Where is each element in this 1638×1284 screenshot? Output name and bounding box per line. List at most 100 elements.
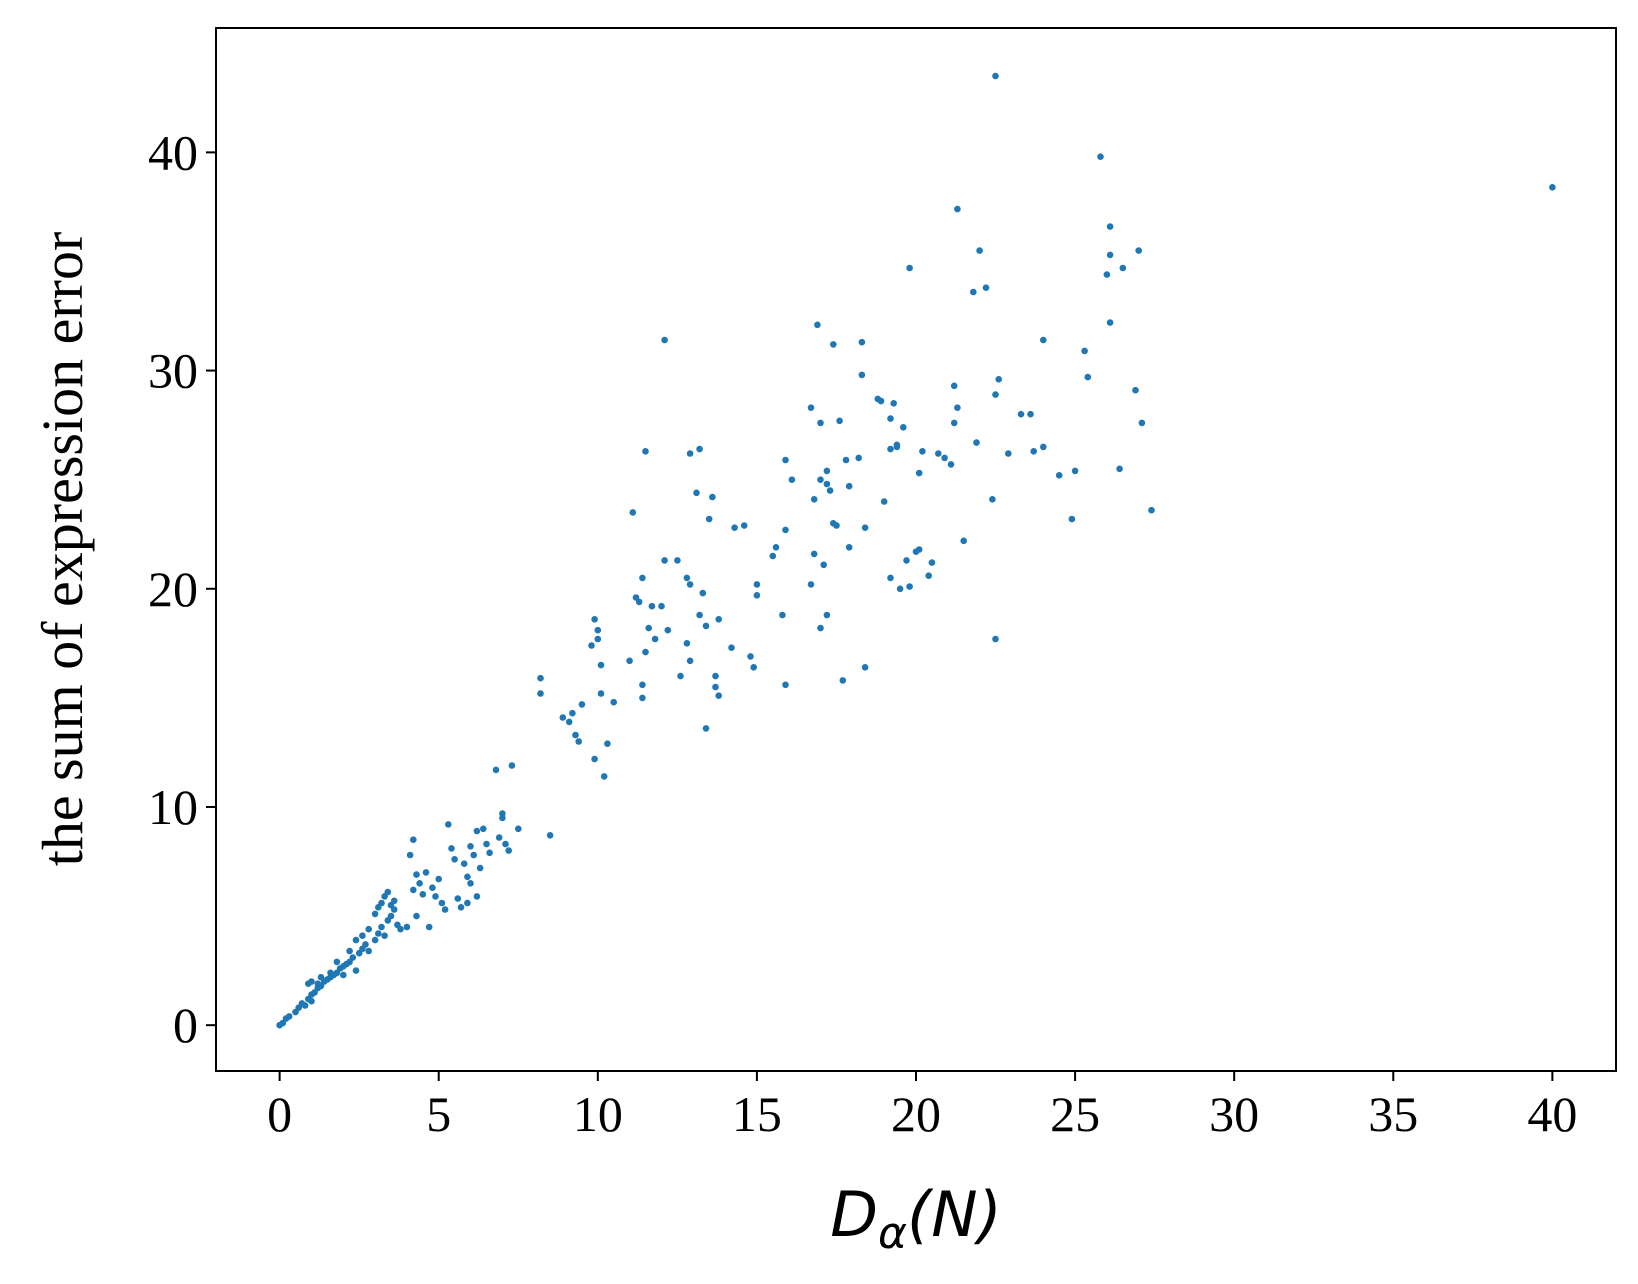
data-point — [807, 581, 815, 588]
data-point — [483, 840, 490, 848]
data-point — [508, 762, 516, 769]
x-tick-label: 20 — [891, 1086, 941, 1142]
data-point — [371, 936, 379, 944]
data-point — [674, 557, 681, 564]
data-point — [788, 476, 796, 484]
data-point — [390, 897, 398, 905]
data-point — [890, 400, 897, 407]
data-point — [569, 709, 576, 717]
data-point — [594, 635, 602, 643]
y-axis-label: the sum of expression error — [30, 232, 95, 867]
data-point — [810, 550, 818, 558]
scatter-points — [276, 72, 1556, 1029]
data-point — [731, 524, 738, 531]
data-point — [903, 557, 910, 564]
data-point — [301, 1002, 309, 1009]
x-tick-label: 0 — [267, 1086, 292, 1142]
data-point — [438, 899, 446, 907]
data-point — [365, 947, 373, 955]
data-point — [715, 616, 722, 623]
data-point — [467, 880, 474, 887]
data-point — [705, 515, 713, 523]
data-point — [970, 288, 977, 296]
data-point — [925, 572, 932, 579]
data-point — [1116, 465, 1123, 473]
data-point — [333, 958, 341, 966]
data-point — [1106, 319, 1114, 326]
y-axis-ticks: 0 10 20 30 40 — [148, 124, 216, 1053]
data-point — [480, 825, 487, 833]
data-point — [371, 910, 379, 918]
data-point — [610, 698, 617, 706]
data-point — [861, 524, 869, 531]
data-point — [1138, 419, 1146, 427]
data-point — [600, 773, 608, 780]
x-axis-label-subscript: α — [878, 1208, 907, 1259]
y-tick-label: 10 — [148, 779, 198, 835]
data-point — [445, 821, 452, 828]
data-point — [683, 574, 691, 582]
data-point — [340, 971, 347, 979]
data-point — [833, 522, 840, 529]
data-point — [1068, 515, 1076, 523]
data-point — [715, 692, 722, 699]
data-point — [954, 404, 961, 412]
data-point — [709, 493, 716, 501]
data-point — [285, 1013, 293, 1020]
data-point — [308, 978, 315, 985]
data-point — [906, 583, 913, 590]
data-point — [893, 443, 901, 451]
data-point — [839, 677, 847, 684]
data-point — [352, 936, 360, 944]
data-point — [1040, 443, 1047, 451]
data-point — [820, 561, 827, 569]
data-point — [588, 642, 595, 649]
data-point — [639, 681, 646, 689]
data-point — [1030, 448, 1037, 455]
data-point — [950, 419, 958, 427]
data-point — [499, 810, 506, 817]
data-point — [747, 653, 754, 660]
data-point — [645, 624, 652, 632]
data-point — [591, 616, 598, 623]
data-point — [1071, 467, 1079, 475]
data-point — [976, 247, 983, 254]
data-point — [842, 456, 850, 464]
data-point — [362, 941, 369, 948]
data-point — [855, 454, 862, 462]
data-point — [467, 843, 474, 850]
data-point — [1135, 247, 1142, 254]
data-point — [406, 851, 414, 859]
data-point — [1027, 410, 1034, 418]
data-point — [448, 845, 455, 852]
data-point — [410, 836, 417, 843]
data-point — [973, 439, 980, 446]
data-point — [896, 585, 904, 593]
data-point — [693, 489, 700, 497]
data-point — [495, 834, 503, 841]
data-point — [661, 557, 668, 564]
data-point — [702, 725, 710, 732]
data-point — [352, 967, 360, 974]
data-point — [740, 522, 748, 529]
data-point — [397, 925, 404, 933]
data-point — [887, 415, 894, 422]
data-point — [422, 869, 430, 876]
data-point — [565, 718, 573, 726]
data-point — [381, 932, 388, 939]
data-point — [992, 635, 999, 643]
data-point — [359, 932, 366, 939]
data-point — [782, 526, 789, 534]
data-point — [683, 640, 691, 647]
data-point — [604, 740, 611, 747]
data-point — [635, 598, 643, 606]
data-point — [823, 480, 831, 488]
x-axis-label-main: D — [830, 1178, 878, 1251]
data-point — [416, 880, 423, 887]
data-point — [597, 661, 605, 669]
y-tick-label: 0 — [173, 997, 198, 1053]
x-tick-label: 40 — [1527, 1086, 1577, 1142]
data-point — [1081, 347, 1088, 355]
data-point — [880, 498, 888, 505]
data-point — [823, 467, 831, 475]
